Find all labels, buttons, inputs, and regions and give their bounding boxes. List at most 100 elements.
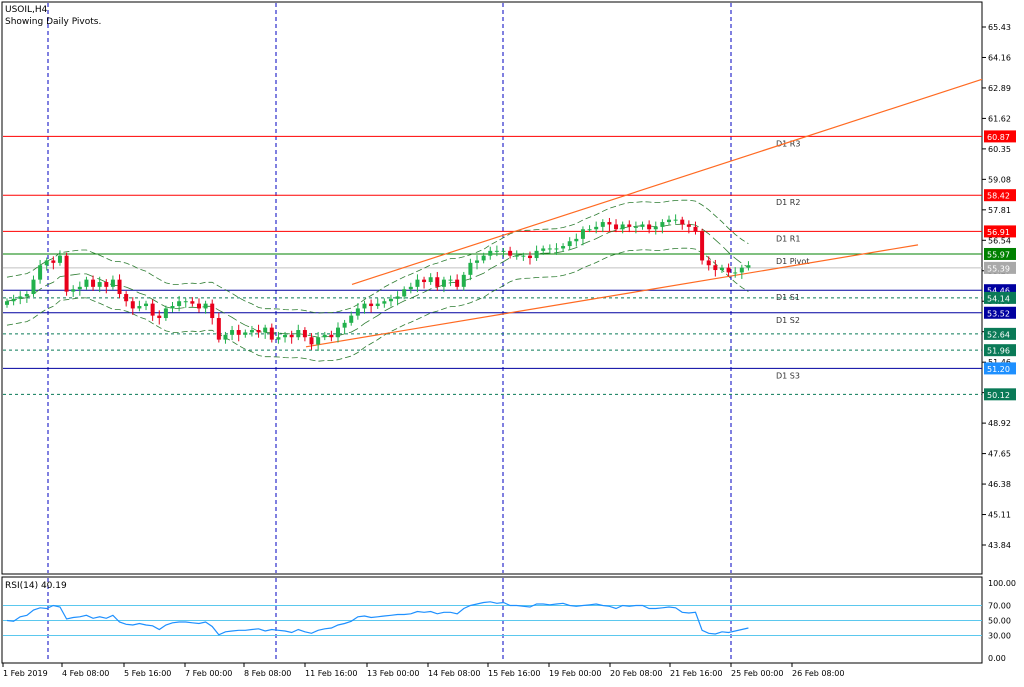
time-axis-label: 15 Feb 16:00 bbox=[488, 669, 540, 678]
candle-body bbox=[607, 222, 612, 225]
price-tag-text: 50.12 bbox=[987, 391, 1010, 400]
time-axis-label: 1 Feb 2019 bbox=[3, 669, 48, 678]
candle-body bbox=[137, 306, 142, 309]
price-tag-text: 52.64 bbox=[987, 330, 1010, 339]
price-tag-box bbox=[984, 344, 1016, 357]
candle-body bbox=[561, 246, 566, 249]
candle-body bbox=[309, 337, 314, 345]
candle-body bbox=[91, 279, 96, 287]
candle-body bbox=[620, 224, 625, 230]
price-tag-box bbox=[984, 189, 1016, 202]
candle-body bbox=[38, 265, 43, 280]
candle-body bbox=[283, 334, 288, 338]
pivot-level-label: D1 S2 bbox=[776, 316, 800, 325]
time-axis-label: 25 Feb 00:00 bbox=[731, 669, 783, 678]
price-tag-text: 51.96 bbox=[987, 347, 1010, 356]
candle-body bbox=[567, 241, 572, 247]
price-axis-label: 45.11 bbox=[988, 511, 1011, 520]
candle-body bbox=[342, 322, 347, 328]
candle-body bbox=[316, 337, 321, 345]
candle-body bbox=[627, 224, 632, 227]
candle-body bbox=[402, 289, 407, 297]
candle-body bbox=[170, 306, 175, 309]
candle-body bbox=[441, 279, 446, 287]
price-tag-text: 56.91 bbox=[987, 228, 1010, 237]
candle-body bbox=[693, 226, 698, 232]
candle-body bbox=[230, 330, 235, 335]
candle-body bbox=[382, 301, 387, 304]
channel-upper-line bbox=[351, 78, 983, 286]
price-tag-box bbox=[984, 388, 1016, 401]
price-axis-label: 48.92 bbox=[988, 419, 1011, 428]
upper-band-line bbox=[6, 199, 749, 314]
candle-body bbox=[686, 224, 691, 227]
candle-body bbox=[700, 231, 705, 261]
candle-body bbox=[71, 289, 76, 292]
candle-body bbox=[51, 260, 56, 263]
price-axis-label: 43.84 bbox=[988, 541, 1011, 550]
candle-body bbox=[355, 308, 360, 316]
middle-band-line bbox=[6, 223, 749, 338]
candle-body bbox=[680, 219, 685, 225]
rsi-axis-label: 100.00 bbox=[988, 579, 1016, 588]
candle-body bbox=[739, 267, 744, 273]
candle-body bbox=[713, 265, 718, 271]
channel-lower-line bbox=[305, 244, 919, 348]
candle-body bbox=[369, 303, 374, 307]
candle-body bbox=[163, 308, 168, 319]
candle-body bbox=[110, 279, 115, 287]
candle-body bbox=[130, 301, 135, 309]
candle-body bbox=[18, 296, 23, 299]
lower-band-line bbox=[6, 247, 749, 362]
candle-body bbox=[236, 330, 241, 335]
price-tag-box bbox=[984, 130, 1016, 143]
candle-body bbox=[448, 279, 453, 281]
candle-body bbox=[647, 224, 652, 230]
price-axis-label: 62.89 bbox=[988, 84, 1011, 93]
candle-body bbox=[5, 301, 9, 305]
candle-body bbox=[408, 286, 413, 290]
time-axis-label: 5 Feb 16:00 bbox=[124, 669, 171, 678]
candle-body bbox=[24, 294, 29, 297]
pivot-level-label: D1 R1 bbox=[776, 234, 800, 243]
candle-body bbox=[349, 315, 354, 323]
price-axis-label: 60.35 bbox=[988, 145, 1011, 154]
candle-body bbox=[521, 255, 526, 257]
price-axis-label: 59.08 bbox=[988, 175, 1011, 184]
candle-body bbox=[243, 332, 248, 335]
candle-body bbox=[554, 248, 559, 250]
candle-body bbox=[494, 250, 499, 252]
candle-body bbox=[77, 286, 82, 290]
pivot-level-label: D1 R2 bbox=[776, 198, 800, 207]
price-axis-label: 61.62 bbox=[988, 114, 1011, 123]
candle-body bbox=[594, 226, 599, 230]
candle-body bbox=[395, 296, 400, 299]
candle-body bbox=[256, 330, 261, 333]
pivot-info-label: Showing Daily Pivots. bbox=[5, 17, 101, 27]
symbol-label: USOIL,H4 bbox=[5, 5, 48, 15]
candle-body bbox=[435, 277, 440, 287]
candle-body bbox=[216, 318, 221, 340]
time-axis-label: 21 Feb 16:00 bbox=[670, 669, 722, 678]
candle-body bbox=[124, 294, 129, 302]
candle-body bbox=[150, 303, 155, 316]
candle-body bbox=[415, 279, 420, 287]
time-axis-label: 14 Feb 08:00 bbox=[428, 669, 480, 678]
candle-body bbox=[726, 267, 731, 273]
candle-body bbox=[633, 226, 638, 228]
rsi-axis-label: 30.00 bbox=[988, 632, 1011, 641]
candle-body bbox=[527, 255, 532, 259]
candle-body bbox=[263, 327, 268, 333]
candle-body bbox=[746, 265, 751, 268]
candle-body bbox=[97, 282, 102, 287]
price-tag-text: 60.87 bbox=[987, 133, 1010, 142]
candle-body bbox=[514, 255, 519, 257]
candle-body bbox=[196, 303, 201, 309]
candle-body bbox=[640, 224, 645, 227]
candle-body bbox=[706, 260, 711, 266]
price-axis-label: 64.16 bbox=[988, 53, 1011, 62]
candle-body bbox=[269, 327, 274, 340]
price-tag-text: 58.42 bbox=[987, 192, 1010, 201]
time-axis-label: 7 Feb 00:00 bbox=[185, 669, 232, 678]
time-axis-label: 26 Feb 08:00 bbox=[792, 669, 844, 678]
